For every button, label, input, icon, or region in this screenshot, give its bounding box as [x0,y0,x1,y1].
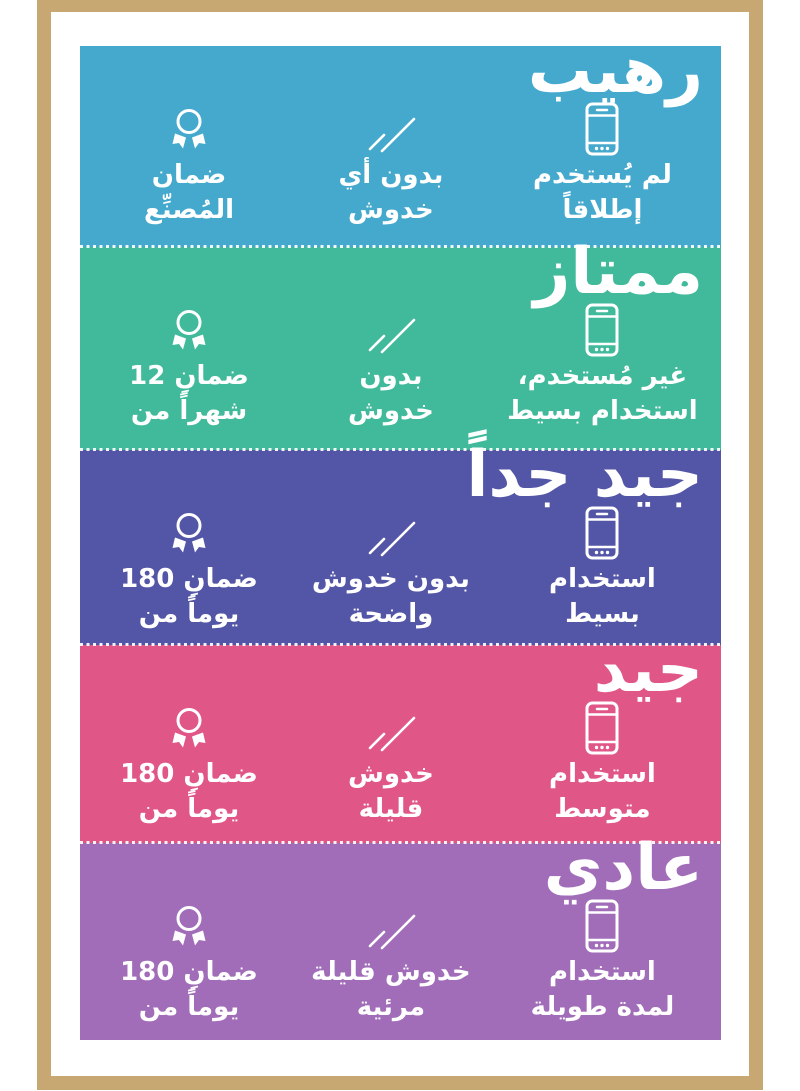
scratch-marks-icon [362,502,420,560]
scratch-marks-icon [362,895,420,953]
grade-title: عادي [543,831,703,905]
scratches-text: خدوش قليلة [348,759,434,825]
warranty-text: ضمانِ 180 يوماً من [120,564,258,630]
scratches-column: بدون خدوش [298,299,484,429]
phone-icon [585,697,619,755]
usage-column: استخدام لمدة طويلة [484,895,721,1025]
phone-icon [585,299,619,357]
band-awesome: رهيب لم يُستخدم إطلاقاً [80,34,721,247]
band-columns: استخدام متوسط خدوش قليلة [80,697,721,827]
warranty-column: ضمانِ 180 يوماً من [80,697,298,827]
usage-column: لم يُستخدم إطلاقاً [484,98,721,228]
grade-title: جيد [593,633,703,707]
usage-text: استخدام بسيط [549,564,656,630]
medal-ribbon-icon [165,502,213,560]
warranty-column: ضمانِ 180 يوماً من [80,895,298,1025]
usage-text: غير مُستخدم، استخدام بسيط [507,361,698,427]
phone-icon [585,98,619,156]
scratches-column: خدوش قليلة مرئية [298,895,484,1025]
scratches-text: خدوش قليلة مرئية [311,957,471,1023]
usage-column: استخدام متوسط [484,697,721,827]
band-fair: عادي استخدام لمدة طويلة [80,831,721,1040]
band-very-good: جيد جداً استخدام بسيط [80,438,721,645]
usage-column: استخدام بسيط [484,502,721,632]
warranty-text: ضمانِ 12 شهراً من [129,361,249,427]
medal-ribbon-icon [165,98,213,156]
scratch-marks-icon [362,98,420,156]
grade-title: ممتاز [533,235,703,309]
usage-text: استخدام متوسط [549,759,656,825]
medal-ribbon-icon [165,299,213,357]
grade-bands-stack: رهيب لم يُستخدم إطلاقاً [80,34,721,1040]
grade-title: جيد جداً [466,438,703,512]
scratches-text: بدون أي خدوش [338,160,444,226]
scratch-marks-icon [362,299,420,357]
band-columns: لم يُستخدم إطلاقاً بدون أي خدوش [80,98,721,228]
band-columns: غير مُستخدم، استخدام بسيط بدون خدوش [80,299,721,429]
scratches-text: بدون خدوش واضحة [311,564,470,630]
band-good: جيد استخدام متوسط [80,633,721,843]
phone-icon [585,502,619,560]
warranty-column: ضمانِ 180 يوماً من [80,502,298,632]
usage-text: استخدام لمدة طويلة [530,957,675,1023]
scratches-text: بدون خدوش [348,361,434,427]
warranty-column: ضمان المُصنِّع [80,98,298,228]
scratches-column: بدون أي خدوش [298,98,484,228]
grade-title: رهيب [527,34,703,108]
scratches-column: بدون خدوش واضحة [298,502,484,632]
phone-icon [585,895,619,953]
band-columns: استخدام لمدة طويلة خدوش قليلة مرئية [80,895,721,1025]
usage-text: لم يُستخدم إطلاقاً [533,160,672,226]
warranty-text: ضمانِ 180 يوماً من [120,759,258,825]
warranty-text: ضمانِ 180 يوماً من [120,957,258,1023]
scratches-column: خدوش قليلة [298,697,484,827]
warranty-column: ضمانِ 12 شهراً من [80,299,298,429]
band-columns: استخدام بسيط بدون خدوش واضحة [80,502,721,632]
band-excellent: ممتاز غير مُستخدم، استخدام بسيط [80,235,721,450]
warranty-text: ضمان المُصنِّع [143,160,235,226]
medal-ribbon-icon [165,697,213,755]
scratch-marks-icon [362,697,420,755]
usage-column: غير مُستخدم، استخدام بسيط [484,299,721,429]
medal-ribbon-icon [165,895,213,953]
